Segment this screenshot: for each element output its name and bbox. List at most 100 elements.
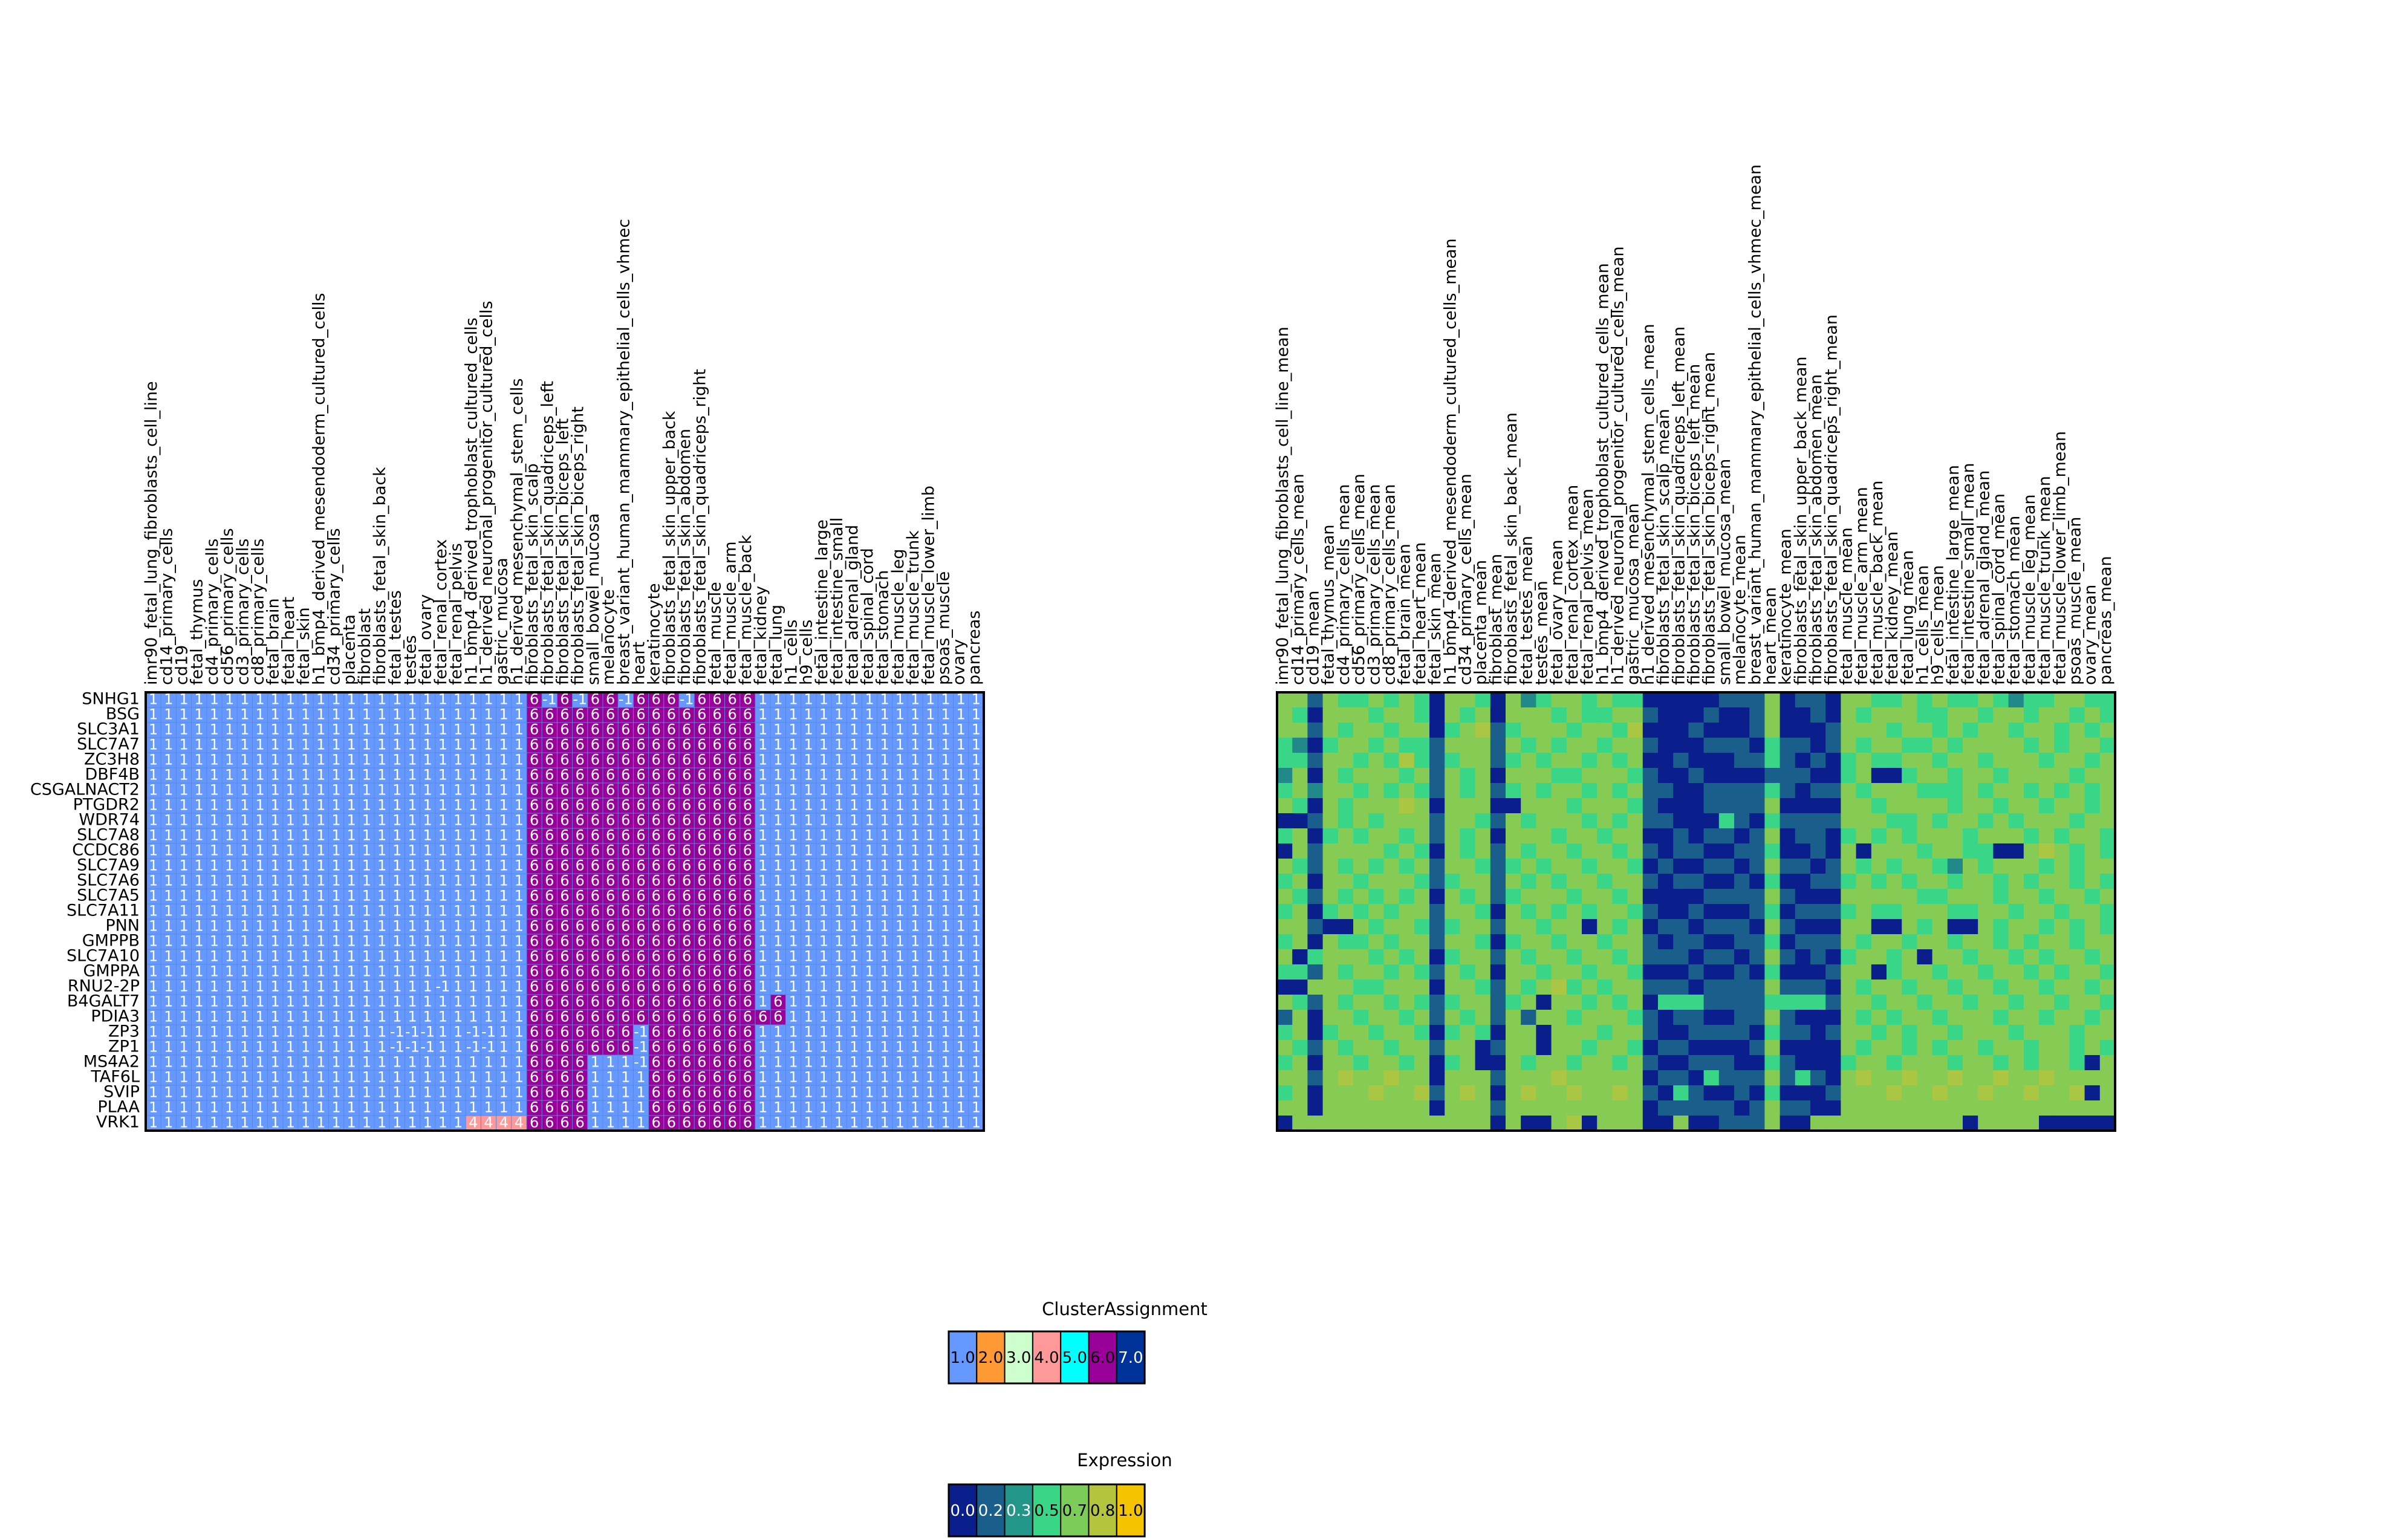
heatmap-cell (1764, 949, 1781, 965)
heatmap-cell (2023, 828, 2040, 844)
heatmap-cell (1536, 874, 1552, 889)
cell-label: 6 (743, 903, 752, 920)
heatmap-cell (1795, 1116, 1811, 1131)
heatmap-cell (1902, 889, 1917, 905)
cell-label: 1 (636, 1099, 645, 1116)
cell-label: 1 (362, 1084, 371, 1101)
cell-label: 1 (240, 872, 249, 889)
cell-label: 1 (895, 963, 905, 980)
heatmap-cell (1749, 753, 1765, 768)
cell-label: 1 (255, 827, 264, 844)
heatmap-cell (2069, 1040, 2085, 1056)
heatmap-cell (1490, 919, 1506, 935)
heatmap-cell (1825, 707, 1841, 723)
heatmap-cell (1932, 1116, 1948, 1131)
heatmap-cell (1810, 995, 1826, 1010)
heatmap-cell (1810, 904, 1826, 920)
cell-label: 1 (865, 888, 874, 905)
cell-label: 1 (895, 857, 905, 874)
cell-label: 1 (773, 1114, 782, 1131)
cell-label: 1 (895, 842, 905, 859)
cell-label: 1 (804, 827, 813, 844)
cell-label: 6 (743, 797, 752, 814)
heatmap-cell (1703, 783, 1720, 799)
cell-label: 1 (926, 1009, 935, 1025)
cell-label: 1 (179, 706, 188, 723)
cell-label: 1 (362, 842, 371, 859)
heatmap-cell (2099, 1070, 2116, 1086)
cell-label: 1 (453, 918, 463, 935)
heatmap-cell (480, 707, 497, 723)
cell-label: 1 (453, 706, 463, 723)
heatmap-cell (1322, 995, 1339, 1010)
cell-label: 1 (499, 1009, 509, 1025)
cell-label: 1 (850, 782, 859, 799)
heatmap-cell (953, 692, 969, 708)
cell-label: 1 (347, 948, 356, 965)
column-label: fetal_brain (264, 598, 283, 685)
cell-label: 1 (972, 1084, 981, 1101)
heatmap-cell (1932, 889, 1948, 905)
cell-label: 6 (682, 827, 691, 844)
heatmap-cell (1368, 859, 1384, 874)
heatmap-cell (1871, 859, 1887, 874)
heatmap-cell (1368, 707, 1384, 723)
heatmap-cell (1414, 889, 1430, 905)
cell-label: 6 (728, 888, 737, 905)
cell-label: 6 (636, 767, 645, 784)
cell-label: 1 (347, 1099, 356, 1116)
cell-label: 6 (743, 1069, 752, 1086)
cell-label: 1 (423, 857, 432, 874)
heatmap-cell (1902, 738, 1917, 753)
heatmap-cell (1825, 995, 1841, 1010)
heatmap-cell (1383, 1010, 1400, 1025)
cell-label: 6 (697, 903, 706, 920)
cell-label: 1 (819, 842, 828, 859)
cell-label: 1 (758, 888, 767, 905)
heatmap-cell (1506, 692, 1521, 708)
cell-label: 1 (347, 752, 356, 768)
heatmap-cell (1749, 1025, 1765, 1041)
heatmap-cell (1338, 889, 1354, 905)
cell-label: 1 (972, 1054, 981, 1071)
cell-label: 1 (880, 963, 889, 980)
heatmap-cell (1658, 1010, 1674, 1025)
heatmap-cell (1764, 964, 1781, 980)
cell-label: 1 (788, 842, 798, 859)
cell-label: 6 (697, 1009, 706, 1025)
heatmap-cell (1978, 843, 1994, 859)
heatmap-cell (1993, 889, 2009, 905)
cell-label: 1 (271, 1039, 280, 1056)
heatmap-cell (1658, 798, 1674, 814)
heatmap-cell (1749, 828, 1765, 844)
heatmap-cell (1642, 1010, 1659, 1025)
heatmap-cell (1368, 949, 1384, 965)
cell-label: 1 (286, 963, 295, 980)
heatmap-cell (1703, 1040, 1720, 1056)
heatmap-cell (1947, 843, 1963, 859)
heatmap-cell (2023, 1085, 2040, 1101)
heatmap-cell (2023, 1070, 2040, 1086)
heatmap-cell (1292, 723, 1308, 738)
column-label: fetal_ovary (417, 594, 435, 685)
cell-label: 1 (758, 842, 767, 859)
cell-label: 1 (453, 721, 463, 738)
cell-label: 1 (210, 797, 219, 814)
cell-label: 1 (788, 721, 798, 738)
cell-label: 1 (149, 1039, 158, 1056)
cell-label: 1 (895, 918, 905, 935)
cell-label: 6 (576, 888, 585, 905)
heatmap-cell (1307, 1010, 1324, 1025)
cell-label: 1 (195, 1069, 204, 1086)
heatmap-cell (1475, 1055, 1491, 1071)
cell-label: 1 (392, 963, 401, 980)
cell-label: 6 (743, 872, 752, 889)
heatmap-cell (1673, 934, 1689, 950)
heatmap-cell (1445, 1055, 1460, 1071)
cell-label: 1 (210, 948, 219, 965)
cell-label: 1 (453, 888, 463, 905)
heatmap-cell (1429, 934, 1445, 950)
cell-label: 1 (301, 842, 310, 859)
cell-label: 1 (438, 1054, 447, 1071)
cell-label: 1 (438, 736, 447, 753)
